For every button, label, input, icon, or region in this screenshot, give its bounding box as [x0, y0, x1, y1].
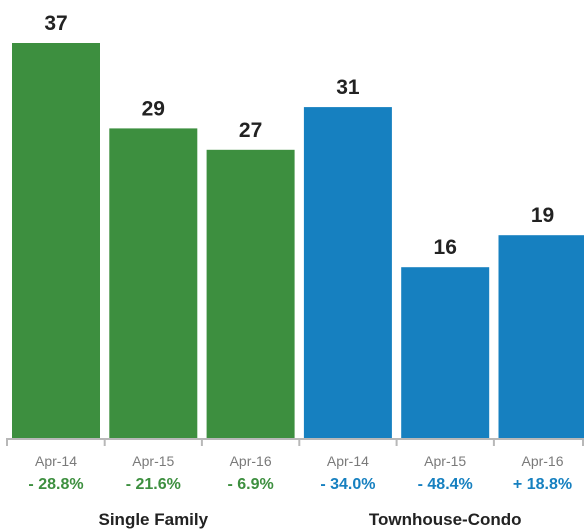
- bar-value-label: 37: [44, 12, 67, 35]
- labels-layer: 37 Apr-14 - 28.8% 29 Apr-15 - 21.6% 27 Apr-16 - …: [28, 12, 572, 529]
- percent-change-label: - 21.6%: [126, 476, 181, 493]
- bar-townhouse-condo-apr-14: [303, 107, 392, 438]
- x-tick-label: Apr-15: [132, 453, 174, 469]
- group-label-townhouse-condo: Townhouse-Condo: [369, 510, 522, 529]
- bar-value-label: 19: [531, 204, 554, 227]
- percent-change-label: - 6.9%: [227, 476, 273, 493]
- bar-townhouse-condo-apr-15: [401, 267, 490, 438]
- bar-single-family-apr-15: [109, 128, 198, 438]
- x-tick-label: Apr-14: [327, 453, 369, 469]
- x-tick-label: Apr-14: [35, 453, 77, 469]
- bar-single-family-apr-14: [12, 43, 100, 438]
- percent-change-label: + 18.8%: [513, 476, 572, 493]
- x-tick-label: Apr-15: [424, 453, 466, 469]
- bar-value-label: 29: [142, 97, 165, 120]
- bar-townhouse-condo-apr-16: [498, 235, 584, 438]
- percent-change-label: - 28.8%: [28, 476, 83, 493]
- bar-single-family-apr-16: [206, 149, 295, 439]
- percent-change-label: - 34.0%: [320, 476, 375, 493]
- bar-value-label: 31: [336, 76, 360, 99]
- x-tick-label: Apr-16: [230, 453, 272, 469]
- x-tick-label: Apr-16: [521, 453, 563, 469]
- bar-value-label: 27: [239, 119, 262, 142]
- percent-change-label: - 48.4%: [418, 476, 473, 493]
- bars-layer: [12, 43, 584, 439]
- group-label-single-family: Single Family: [99, 510, 209, 529]
- x-axis: [6, 438, 584, 446]
- bar-value-label: 16: [434, 236, 457, 259]
